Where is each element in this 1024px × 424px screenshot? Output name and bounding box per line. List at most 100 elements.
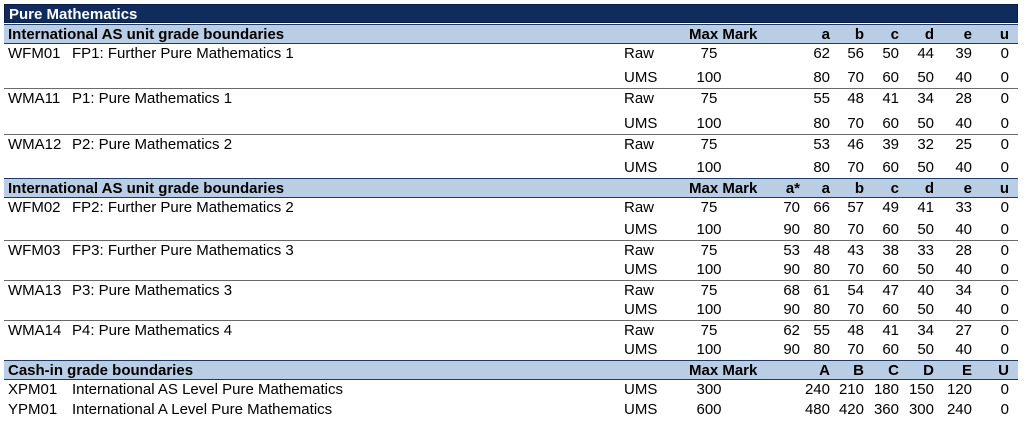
grade-value: 210 <box>838 381 864 398</box>
grade-value: 80 <box>813 301 830 318</box>
table-row: UMS 100 90 80 70 60 50 40 0 <box>4 260 1018 280</box>
section-heading: International AS unit grade boundaries <box>8 180 285 197</box>
table-row: WFM03 FP3: Further Pure Mathematics 3 Raw 7… <box>4 240 1018 260</box>
mark-type: UMS <box>624 341 658 358</box>
grade-value: 60 <box>882 69 899 86</box>
grade-header: D <box>923 362 934 379</box>
grade-value: 60 <box>882 221 899 238</box>
grade-value: 90 <box>783 221 800 238</box>
max-mark-value: 100 <box>696 261 722 278</box>
grade-value: 41 <box>917 199 934 216</box>
qualification-name: International A Level Pure Mathematics <box>72 401 333 418</box>
grade-value: 61 <box>813 282 830 299</box>
grade-header: u <box>999 26 1009 43</box>
grade-value: 43 <box>847 242 864 259</box>
max-mark-value: 300 <box>696 381 722 398</box>
grade-value: 38 <box>882 242 899 259</box>
grade-value: 34 <box>917 90 934 107</box>
unit-name: P4: Pure Mathematics 4 <box>72 322 233 339</box>
grade-value: 34 <box>955 282 972 299</box>
grade-value: 80 <box>813 341 830 358</box>
unit-code: WFM01 <box>8 45 61 62</box>
grade-value: 40 <box>955 221 972 238</box>
grade-value: 40 <box>917 282 934 299</box>
grade-value: 0 <box>1000 282 1009 299</box>
section-heading: Cash-in grade boundaries <box>8 362 194 379</box>
grade-value: 62 <box>783 322 800 339</box>
grade-value: 0 <box>1000 115 1009 132</box>
mark-type: Raw <box>624 90 655 107</box>
qualification-code: YPM01 <box>8 401 58 418</box>
mark-type: UMS <box>624 381 658 398</box>
grade-value: 33 <box>917 242 934 259</box>
grade-value: 420 <box>838 401 864 418</box>
mark-type: UMS <box>624 159 658 176</box>
grade-value: 60 <box>882 159 899 176</box>
page-title: Pure Mathematics <box>4 4 1018 23</box>
grade-value: 50 <box>882 45 899 62</box>
grade-value: 0 <box>1000 341 1009 358</box>
grade-value: 0 <box>1000 261 1009 278</box>
unit-code: WMA11 <box>8 90 61 107</box>
section-header: International AS unit grade boundaries Ma… <box>4 24 1018 44</box>
grade-value: 0 <box>1000 90 1009 107</box>
grade-value: 80 <box>813 69 830 86</box>
section-heading: International AS unit grade boundaries <box>8 26 285 43</box>
grade-header: U <box>998 362 1009 379</box>
max-mark-value: 100 <box>696 341 722 358</box>
qualification-code: XPM01 <box>8 381 58 398</box>
grade-value: 70 <box>847 341 864 358</box>
grade-value: 80 <box>813 221 830 238</box>
grade-value: 0 <box>1000 221 1009 238</box>
grade-value: 39 <box>955 45 972 62</box>
grade-value: 0 <box>1000 69 1009 86</box>
mark-type: Raw <box>624 282 655 299</box>
grade-value: 0 <box>1000 301 1009 318</box>
mark-type: Raw <box>624 45 655 62</box>
table-row: UMS 100 90 80 70 60 50 40 0 <box>4 300 1018 320</box>
max-mark-header: Max Mark <box>689 180 758 197</box>
grade-header: e <box>963 26 972 43</box>
grade-value: 0 <box>1000 136 1009 153</box>
grade-value: 0 <box>1000 159 1009 176</box>
table-row: UMS 100 80 70 60 50 40 0 <box>4 68 1018 88</box>
grade-value: 40 <box>955 115 972 132</box>
grade-value: 80 <box>813 115 830 132</box>
table-row: UMS 100 80 70 60 50 40 0 <box>4 158 1018 178</box>
grade-value: 48 <box>847 322 864 339</box>
grade-value: 55 <box>813 90 830 107</box>
grade-value: 50 <box>917 221 934 238</box>
grade-value: 40 <box>955 301 972 318</box>
grade-value: 56 <box>847 45 864 62</box>
unit-name: P3: Pure Mathematics 3 <box>72 282 233 299</box>
grade-header: a* <box>785 180 800 197</box>
max-mark-value: 100 <box>696 301 722 318</box>
mark-type: UMS <box>624 221 658 238</box>
mark-type: UMS <box>624 261 658 278</box>
grade-value: 41 <box>882 322 899 339</box>
grade-value: 28 <box>955 242 972 259</box>
grade-value: 50 <box>917 159 934 176</box>
grade-value: 60 <box>882 341 899 358</box>
grade-value: 80 <box>813 159 830 176</box>
max-mark-value: 100 <box>696 69 722 86</box>
grade-value: 40 <box>955 341 972 358</box>
max-mark-value: 75 <box>700 282 718 299</box>
mark-type: UMS <box>624 401 658 418</box>
max-mark-value: 100 <box>696 159 722 176</box>
grade-value: 70 <box>847 115 864 132</box>
table-row: WFM01 FP1: Further Pure Mathematics 1 Raw 7… <box>4 44 1018 68</box>
grade-value: 41 <box>882 90 899 107</box>
grade-header: d <box>924 180 934 197</box>
grade-header: C <box>888 362 899 379</box>
grade-value: 60 <box>882 301 899 318</box>
section-header: Cash-in grade boundaries Max Mark A B C D E U <box>4 360 1018 380</box>
grade-value: 50 <box>917 341 934 358</box>
grade-value: 180 <box>873 381 899 398</box>
mark-type: UMS <box>624 301 658 318</box>
grade-value: 120 <box>946 381 972 398</box>
mark-type: UMS <box>624 115 658 132</box>
grade-value: 27 <box>955 322 972 339</box>
grade-value: 0 <box>1000 322 1009 339</box>
